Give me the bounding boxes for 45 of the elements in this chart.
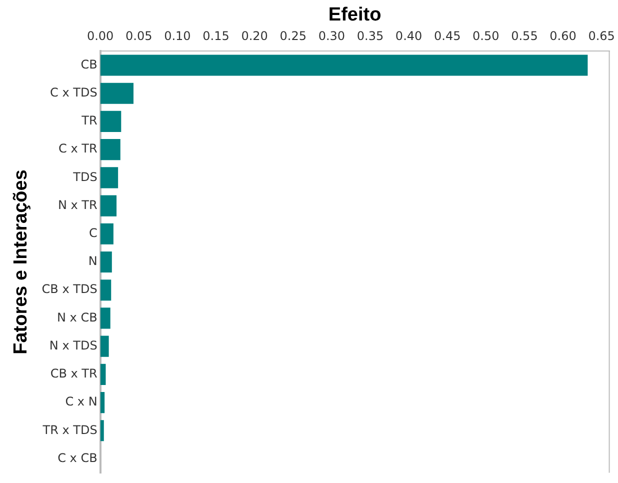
- y-tick-label: CB x TR: [50, 366, 98, 381]
- y-tick-label: N x TR: [58, 198, 98, 212]
- x-tick-label: 0.30: [318, 29, 346, 44]
- bar: [100, 223, 114, 244]
- y-tick-label: CB x TDS: [42, 282, 98, 296]
- bar: [100, 392, 105, 414]
- y-tick-label: C x TDS: [50, 85, 98, 100]
- x-axis-title: Efeito: [328, 4, 382, 26]
- bar: [100, 139, 120, 160]
- x-tick-label: 0.45: [434, 29, 461, 44]
- x-tick-label: 0.00: [86, 29, 114, 44]
- y-tick-label: C x TR: [58, 142, 98, 156]
- y-tick-label: N x CB: [57, 310, 98, 324]
- bar: [100, 54, 588, 76]
- y-tick-label: N x TDS: [49, 338, 98, 352]
- bar: [100, 308, 110, 329]
- y-tick-label: CB: [80, 57, 98, 72]
- bar: [100, 82, 134, 104]
- y-tick-label: TDS: [72, 170, 98, 184]
- y-tick-label: C x CB: [58, 450, 98, 465]
- y-axis-title: Fatores e Interações: [10, 170, 32, 354]
- x-tick-label: 0.25: [280, 29, 306, 44]
- bar: [100, 167, 118, 188]
- bar: [100, 364, 106, 385]
- bar: [100, 420, 104, 442]
- y-tick-label: TR x TDS: [42, 422, 98, 437]
- bar: [100, 195, 117, 216]
- y-tick-label: C: [88, 226, 98, 240]
- x-tick-label: 0.50: [472, 29, 500, 44]
- bar: [100, 110, 122, 132]
- y-tick-label: C x N: [65, 394, 98, 409]
- y-tick-label: N: [88, 254, 98, 268]
- x-tick-label: 0.40: [395, 29, 422, 44]
- x-tick-label: 0.15: [202, 29, 230, 44]
- x-tick-label: 0.05: [126, 29, 152, 44]
- y-tick-label: TR: [80, 114, 98, 128]
- x-tick-label: 0.35: [356, 29, 384, 44]
- x-tick-label: 0.60: [550, 29, 576, 44]
- bar: [100, 251, 112, 273]
- bar: [100, 336, 109, 357]
- x-tick-label: 0.10: [164, 29, 191, 44]
- bar: [100, 280, 112, 301]
- x-tick-label: 0.20: [241, 29, 268, 44]
- x-tick-label: 0.55: [511, 29, 538, 44]
- x-tick-label: 0.65: [588, 29, 615, 44]
